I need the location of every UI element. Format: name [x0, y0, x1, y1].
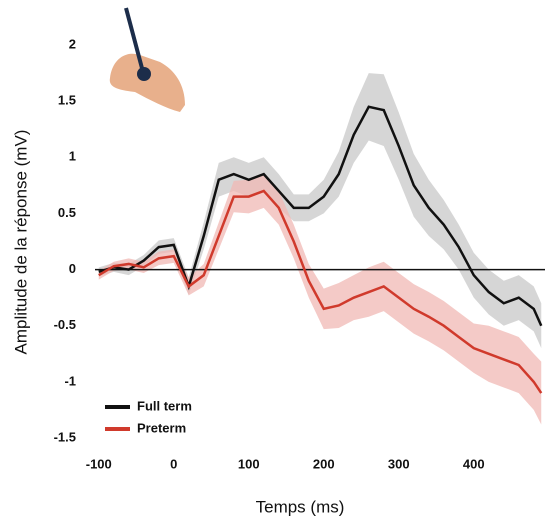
x-tick-label: -100	[86, 456, 112, 471]
x-tick-label: 400	[463, 456, 485, 471]
y-tick-label: -0.5	[54, 317, 76, 332]
probe	[124, 7, 145, 73]
series-line	[98, 105, 543, 327]
y-tick-label: 0.5	[58, 205, 76, 220]
legend-label: Full term	[137, 398, 192, 413]
y-axis-title: Amplitude de la réponse (mV)	[11, 130, 30, 355]
y-tick-label: 1	[69, 149, 76, 164]
x-axis-title: Temps (ms)	[256, 497, 345, 516]
y-tick-label: 1.5	[58, 93, 76, 108]
x-tick-label: 0	[170, 456, 177, 471]
y-tick-label: -1.5	[54, 429, 76, 444]
x-tick-label: 200	[313, 456, 335, 471]
x-tick-label: 100	[238, 456, 260, 471]
series-line	[98, 189, 543, 394]
error-band	[98, 73, 542, 349]
hand	[109, 53, 185, 112]
legend-label: Preterm	[137, 420, 186, 435]
y-tick-label: -1	[64, 373, 76, 388]
y-tick-label: 2	[69, 36, 76, 51]
x-tick-label: 300	[388, 456, 410, 471]
hand-icon	[109, 7, 185, 112]
y-tick-label: 0	[69, 261, 76, 276]
probe-tip	[137, 67, 151, 81]
